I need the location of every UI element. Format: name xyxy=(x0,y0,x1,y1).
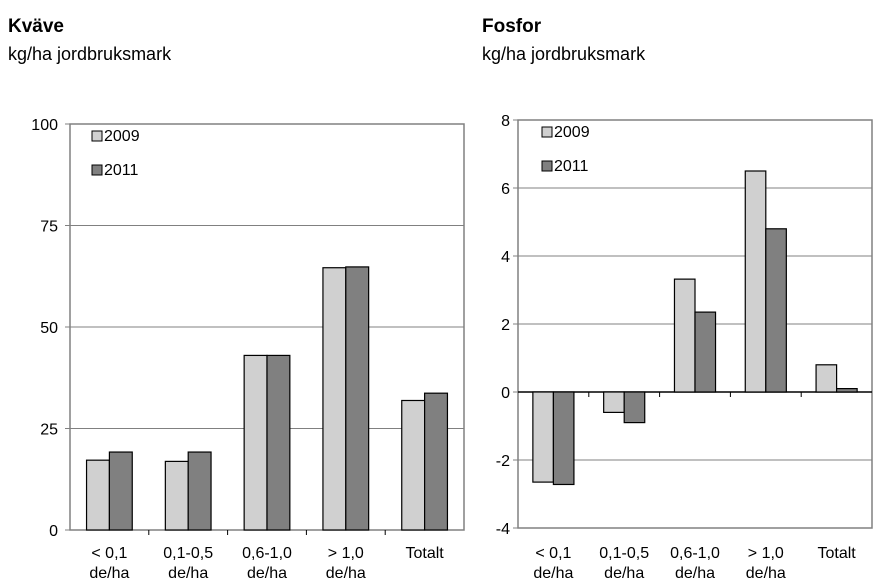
legend-swatch-2011 xyxy=(91,164,103,176)
y-tick-label: 2 xyxy=(501,317,510,334)
legend-label: 2009 xyxy=(104,128,140,145)
legend-label: 2011 xyxy=(554,158,589,175)
bar-2011 xyxy=(266,354,291,531)
x-tick-label: > 1,0 xyxy=(748,545,784,562)
y-tick-label: 8 xyxy=(501,113,510,130)
bar-2011 xyxy=(108,451,133,531)
bar-2009 xyxy=(85,459,110,531)
bar-2011 xyxy=(552,391,575,486)
y-tick-label: 0 xyxy=(49,523,58,540)
bar-2009 xyxy=(322,267,347,531)
y-tick-label: 0 xyxy=(501,385,510,402)
x-tick-label: 0,1-0,5 xyxy=(163,545,213,562)
bar-2009 xyxy=(815,364,838,393)
legend-label: 2011 xyxy=(104,162,139,179)
x-tick-label: > 1,0 xyxy=(328,545,364,562)
chart-title: Kväve xyxy=(8,16,64,37)
bar-2009 xyxy=(243,354,268,531)
bar-2011 xyxy=(345,266,370,531)
x-tick-label: de/ha xyxy=(675,565,715,582)
legend-swatch-2009 xyxy=(541,126,553,138)
y-tick-label: -2 xyxy=(496,453,510,470)
x-tick-label: 0,6-1,0 xyxy=(242,545,292,562)
y-tick-label: -4 xyxy=(496,521,510,538)
nitrogen-chart-panel: Kväve kg/ha jordbruksmark 0 25 50 75 100 < 0,… xyxy=(8,16,465,582)
y-tick-label: 100 xyxy=(31,117,58,134)
x-tick-label: de/ha xyxy=(168,565,208,582)
legend-label: 2009 xyxy=(554,124,590,141)
y-tick-label: 4 xyxy=(501,249,510,266)
phosphorus-bar-chart: -4 -2 0 2 4 6 8 < 0,1 de/ha 0,1-0,5 de/ha 0,6-1,0 de… xyxy=(496,113,873,582)
y-tick-label: 25 xyxy=(40,422,58,439)
chart-title: Fosfor xyxy=(482,16,542,37)
chart-subtitle: kg/ha jordbruksmark xyxy=(482,44,646,64)
x-tick-label: Totalt xyxy=(817,545,856,562)
bar-2011 xyxy=(424,392,449,531)
x-tick-label: 0,6-1,0 xyxy=(670,545,720,562)
x-tick-label: Totalt xyxy=(405,545,444,562)
bar-2009 xyxy=(744,170,767,393)
bar-2011 xyxy=(187,451,212,531)
bar-2009 xyxy=(673,278,696,393)
y-tick-label: 75 xyxy=(40,219,58,236)
chart-subtitle: kg/ha jordbruksmark xyxy=(8,44,172,64)
bar-2009 xyxy=(603,391,625,413)
x-tick-label: de/ha xyxy=(604,565,644,582)
x-tick-label: 0,1-0,5 xyxy=(599,545,649,562)
x-tick-label: < 0,1 xyxy=(91,545,127,562)
bar-2009 xyxy=(164,460,189,531)
y-tick-label: 6 xyxy=(501,181,510,198)
x-tick-label: de/ha xyxy=(746,565,786,582)
legend-swatch-2009 xyxy=(91,130,103,142)
x-tick-label: de/ha xyxy=(326,565,366,582)
legend-swatch-2011 xyxy=(541,160,553,172)
nitrogen-bar-chart: 0 25 50 75 100 < 0,1 de/ha 0,1-0,5 de/ha 0,6-1,0 d… xyxy=(31,117,465,582)
x-tick-label: de/ha xyxy=(533,565,573,582)
y-tick-label: 50 xyxy=(40,320,58,337)
x-tick-label: de/ha xyxy=(247,565,287,582)
x-tick-label: de/ha xyxy=(89,565,129,582)
bar-2011 xyxy=(623,391,646,424)
phosphorus-chart-panel: Fosfor kg/ha jordbruksmark -4 -2 0 2 4 6 8 < 0,… xyxy=(478,0,894,588)
x-tick-label: < 0,1 xyxy=(535,545,571,562)
bar-2009 xyxy=(401,399,426,531)
bar-2011 xyxy=(765,228,787,393)
bar-2009 xyxy=(532,391,554,483)
bar-2011 xyxy=(694,311,717,393)
bar-2011 xyxy=(836,388,858,393)
